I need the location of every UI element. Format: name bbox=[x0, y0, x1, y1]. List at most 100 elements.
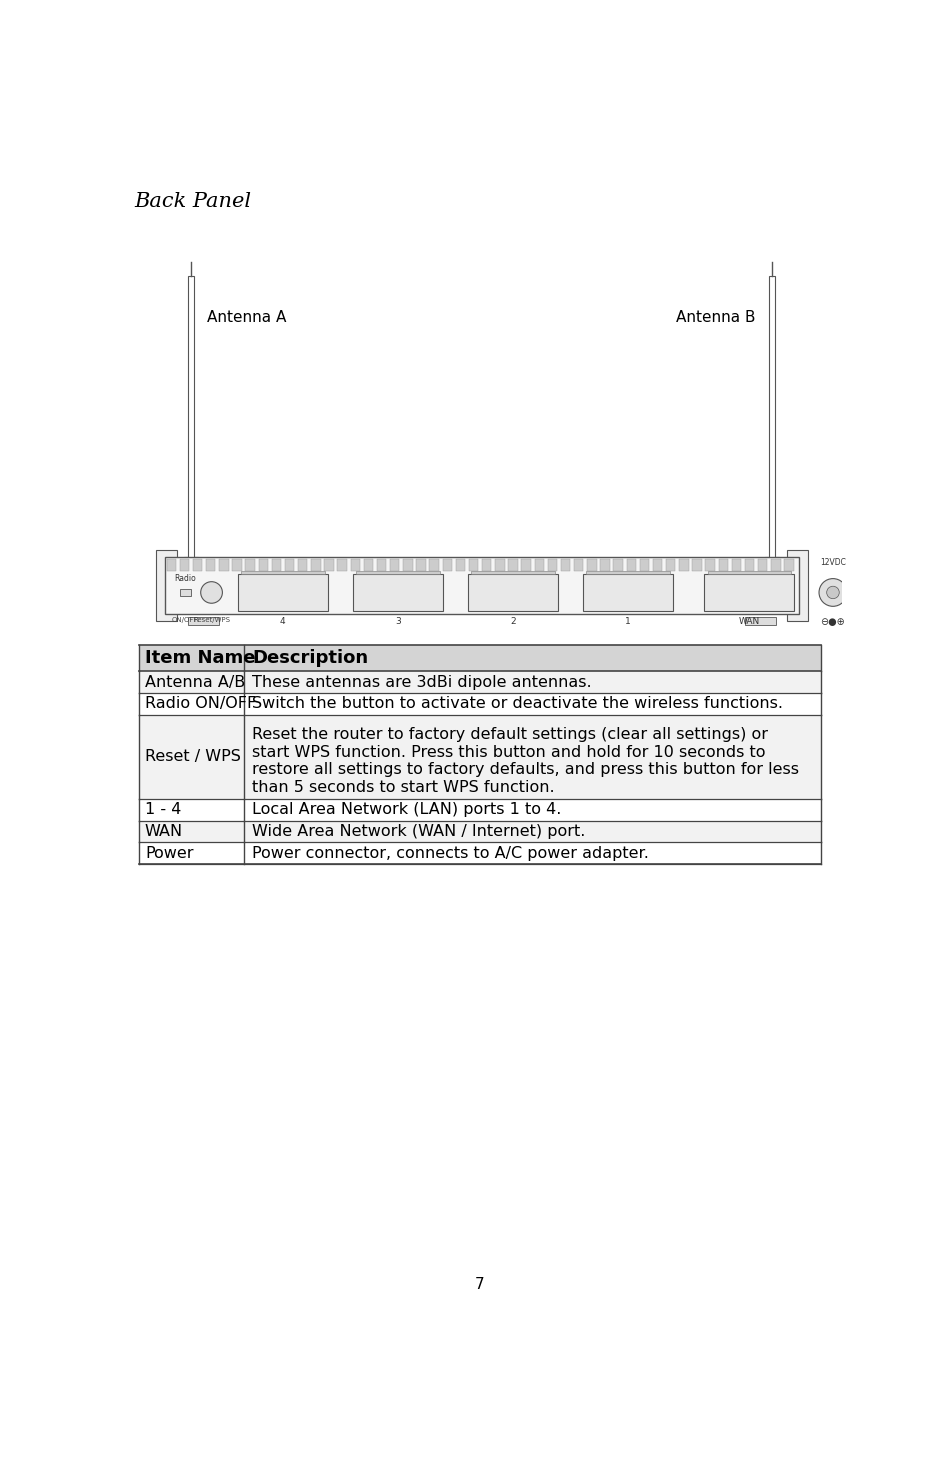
Bar bbox=[139, 799, 821, 821]
Bar bbox=[353, 573, 443, 611]
Bar bbox=[139, 645, 821, 671]
Bar bbox=[745, 617, 776, 626]
Bar bbox=[521, 560, 531, 570]
Bar bbox=[167, 560, 176, 570]
Bar bbox=[586, 570, 670, 573]
Bar bbox=[180, 560, 189, 570]
Bar bbox=[356, 570, 440, 573]
Text: WAN: WAN bbox=[145, 824, 183, 839]
Bar bbox=[765, 557, 779, 569]
Bar bbox=[443, 560, 452, 570]
Bar bbox=[693, 560, 702, 570]
Text: Antenna B: Antenna B bbox=[676, 310, 755, 326]
Bar bbox=[271, 560, 281, 570]
Bar bbox=[188, 617, 219, 626]
Bar bbox=[377, 560, 387, 570]
Bar bbox=[232, 560, 241, 570]
Bar bbox=[430, 560, 439, 570]
Text: These antennas are 3dBi dipole antennas.: These antennas are 3dBi dipole antennas. bbox=[252, 674, 592, 689]
Bar bbox=[482, 560, 491, 570]
Bar bbox=[139, 714, 821, 799]
Bar bbox=[786, 551, 809, 620]
Bar bbox=[534, 560, 544, 570]
Bar bbox=[219, 560, 228, 570]
Text: 1: 1 bbox=[625, 617, 631, 626]
Bar bbox=[351, 560, 360, 570]
Bar bbox=[471, 570, 555, 573]
Text: 2: 2 bbox=[510, 617, 516, 626]
Bar bbox=[238, 573, 328, 611]
Bar bbox=[456, 560, 465, 570]
Bar bbox=[626, 560, 636, 570]
Bar bbox=[732, 560, 741, 570]
Bar bbox=[495, 560, 505, 570]
Bar bbox=[469, 560, 478, 570]
Text: 4: 4 bbox=[280, 617, 285, 626]
Text: 12VDC: 12VDC bbox=[820, 558, 846, 567]
Circle shape bbox=[200, 582, 223, 604]
Bar bbox=[285, 560, 294, 570]
Bar bbox=[139, 821, 821, 842]
Bar bbox=[364, 560, 373, 570]
Text: ⊖●⊕: ⊖●⊕ bbox=[821, 617, 845, 627]
Bar bbox=[338, 560, 347, 570]
Bar bbox=[666, 560, 676, 570]
Bar bbox=[745, 560, 754, 570]
Bar bbox=[561, 560, 570, 570]
Bar bbox=[758, 560, 768, 570]
Bar bbox=[390, 560, 400, 570]
Text: Radio: Radio bbox=[174, 573, 196, 583]
Text: Local Area Network (LAN) ports 1 to 4.: Local Area Network (LAN) ports 1 to 4. bbox=[252, 802, 562, 817]
Bar bbox=[639, 560, 650, 570]
Text: Reset/WPS: Reset/WPS bbox=[193, 617, 230, 623]
Text: 1 - 4: 1 - 4 bbox=[145, 802, 182, 817]
Bar bbox=[417, 560, 426, 570]
Bar bbox=[653, 560, 663, 570]
Bar bbox=[165, 557, 799, 614]
Text: start WPS function. Press this button and hold for 10 seconds to: start WPS function. Press this button an… bbox=[252, 745, 766, 759]
Bar bbox=[768, 276, 775, 561]
Bar bbox=[784, 560, 794, 570]
Bar bbox=[183, 557, 197, 569]
Bar bbox=[324, 560, 334, 570]
Bar bbox=[206, 560, 215, 570]
Bar bbox=[583, 573, 673, 611]
Bar bbox=[680, 560, 689, 570]
Text: WAN: WAN bbox=[739, 617, 760, 626]
Text: Power connector, connects to A/C power adapter.: Power connector, connects to A/C power a… bbox=[252, 846, 649, 861]
Bar bbox=[258, 560, 268, 570]
Bar bbox=[468, 573, 558, 611]
Bar bbox=[574, 560, 583, 570]
Bar bbox=[719, 560, 728, 570]
Text: Back Panel: Back Panel bbox=[134, 191, 251, 210]
Bar bbox=[139, 671, 821, 693]
Bar bbox=[180, 589, 191, 596]
Text: Power: Power bbox=[145, 846, 194, 861]
Circle shape bbox=[826, 586, 840, 599]
Bar bbox=[708, 570, 791, 573]
Bar bbox=[187, 276, 194, 561]
Text: Wide Area Network (WAN / Internet) port.: Wide Area Network (WAN / Internet) port. bbox=[252, 824, 586, 839]
Text: Description: Description bbox=[252, 649, 368, 667]
Circle shape bbox=[819, 579, 847, 607]
Text: Reset / WPS: Reset / WPS bbox=[145, 749, 241, 764]
Text: Radio ON/OFF: Radio ON/OFF bbox=[145, 696, 256, 711]
Bar bbox=[139, 842, 821, 864]
Text: than 5 seconds to start WPS function.: than 5 seconds to start WPS function. bbox=[252, 780, 555, 795]
Text: Item Name: Item Name bbox=[145, 649, 256, 667]
Bar bbox=[193, 560, 202, 570]
Text: Switch the button to activate or deactivate the wireless functions.: Switch the button to activate or deactiv… bbox=[252, 696, 783, 711]
Bar bbox=[311, 560, 321, 570]
Bar bbox=[245, 560, 255, 570]
Bar bbox=[706, 560, 715, 570]
Bar bbox=[508, 560, 518, 570]
Bar bbox=[705, 573, 795, 611]
Bar bbox=[600, 560, 609, 570]
Bar bbox=[241, 570, 325, 573]
Text: Reset the router to factory default settings (clear all settings) or: Reset the router to factory default sett… bbox=[252, 727, 768, 742]
Text: Antenna A: Antenna A bbox=[207, 310, 286, 326]
Bar bbox=[298, 560, 308, 570]
Text: Antenna A/B: Antenna A/B bbox=[145, 674, 245, 689]
Text: restore all settings to factory defaults, and press this button for less: restore all settings to factory defaults… bbox=[252, 762, 799, 777]
Bar bbox=[139, 693, 821, 714]
